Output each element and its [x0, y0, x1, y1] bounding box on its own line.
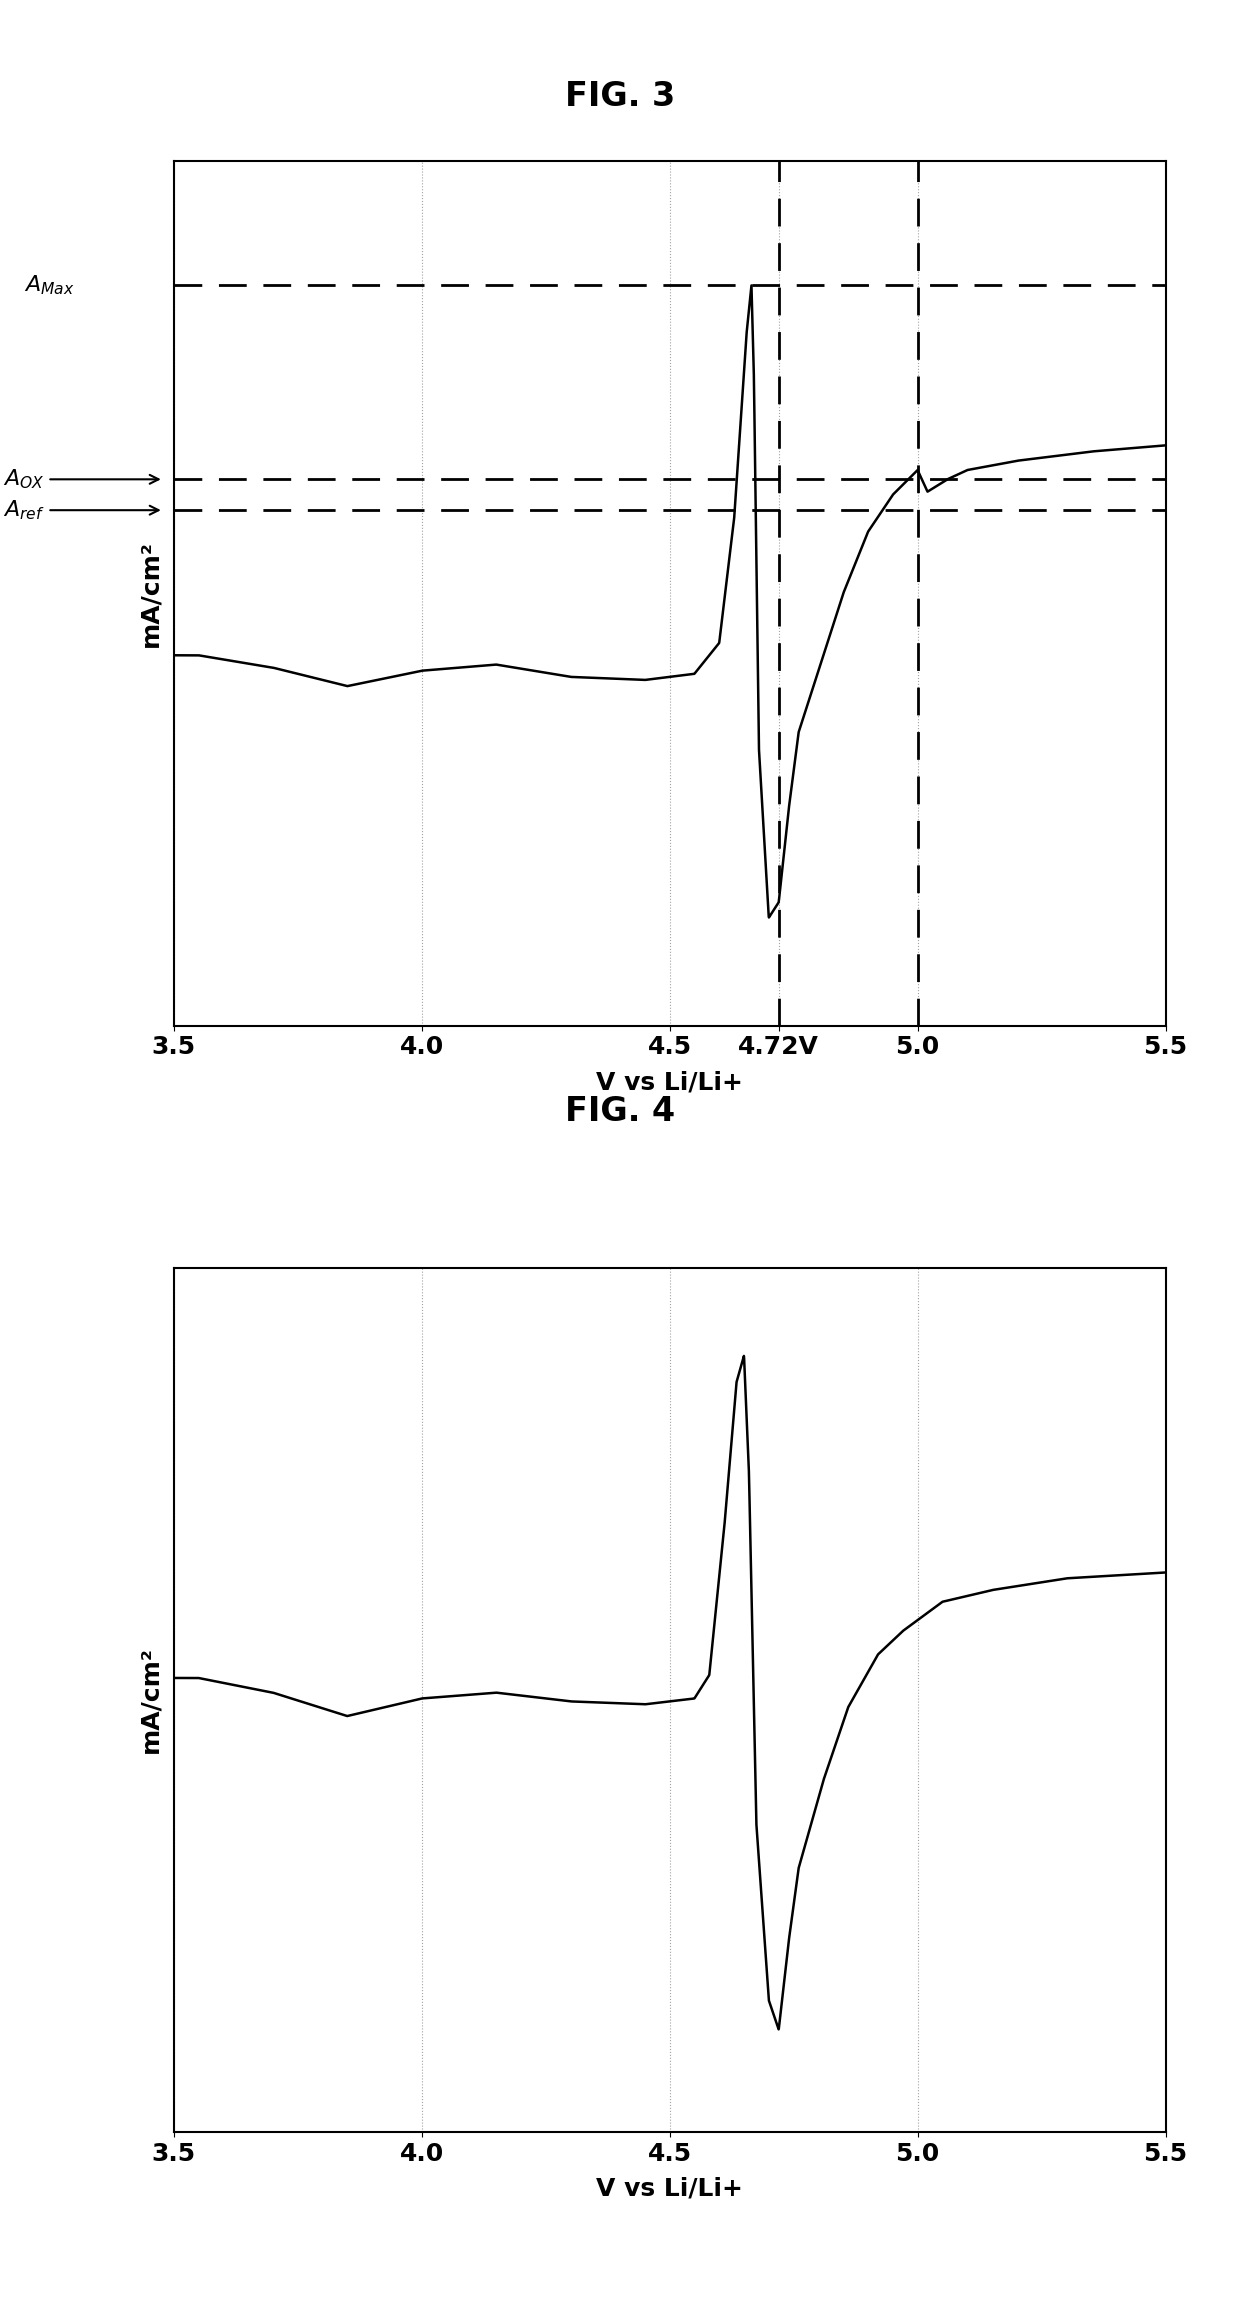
- Y-axis label: mA/cm²: mA/cm²: [139, 1646, 162, 1754]
- X-axis label: V vs Li/Li+: V vs Li/Li+: [596, 2176, 743, 2201]
- Y-axis label: mA/cm²: mA/cm²: [139, 539, 162, 648]
- Text: $A_{Max}$: $A_{Max}$: [24, 272, 74, 297]
- Text: FIG. 4: FIG. 4: [565, 1095, 675, 1127]
- Text: FIG. 3: FIG. 3: [565, 81, 675, 113]
- Text: $A_{OX}$: $A_{OX}$: [2, 468, 159, 491]
- X-axis label: V vs Li/Li+: V vs Li/Li+: [596, 1070, 743, 1095]
- Text: $A_{ref}$: $A_{ref}$: [2, 498, 159, 521]
